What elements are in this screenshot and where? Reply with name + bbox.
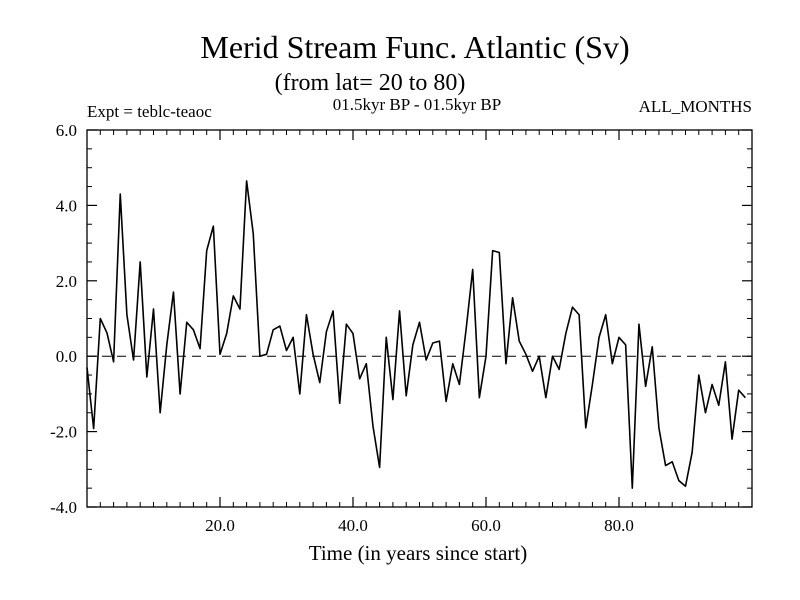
x-tick-label: 60.0 xyxy=(471,516,501,535)
x-tick-label: 80.0 xyxy=(604,516,634,535)
expt-label: Expt = teblc-teaoc xyxy=(87,102,212,121)
x-axis-label: Time (in years since start) xyxy=(309,541,528,565)
y-tick-label: 6.0 xyxy=(56,121,77,140)
period-label: 01.5kyr BP - 01.5kyr BP xyxy=(333,95,501,114)
y-tick-label: 0.0 xyxy=(56,347,77,366)
y-tick-label: 2.0 xyxy=(56,272,77,291)
months-label: ALL_MONTHS xyxy=(639,97,752,116)
series-line xyxy=(86,180,746,489)
x-tick-label: 40.0 xyxy=(338,516,368,535)
y-tick-label: -2.0 xyxy=(50,423,77,442)
y-tick-labels: -4.0 -2.0 0.0 2.0 4.0 6.0 xyxy=(50,121,77,517)
x-tick-label: 20.0 xyxy=(205,516,235,535)
plot-frame xyxy=(86,129,753,508)
y-tick-label: -4.0 xyxy=(50,498,77,517)
tick-marks xyxy=(87,129,752,508)
chart-subtitle: (from lat= 20 to 80) xyxy=(275,70,466,96)
y-tick-label: 4.0 xyxy=(56,196,77,215)
chart-title: Merid Stream Func. Atlantic (Sv) xyxy=(200,29,629,65)
x-tick-labels: 20.0 40.0 60.0 80.0 xyxy=(205,516,634,535)
